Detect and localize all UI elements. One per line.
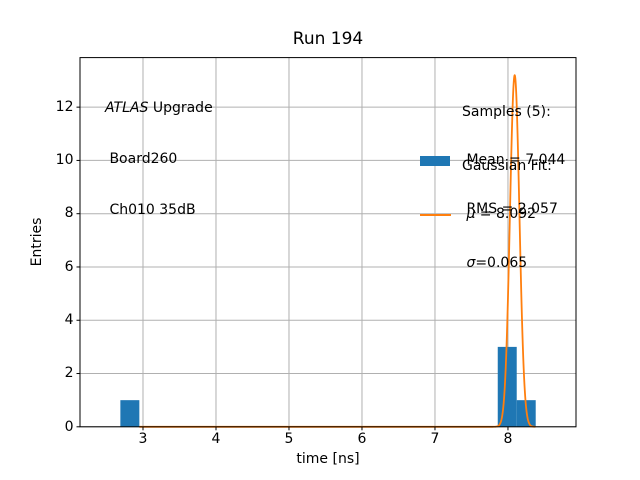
annotation-upgrade: Upgrade [148,100,213,116]
x-tick-label: 4 [211,431,221,447]
sigma-value: =0.065 [475,255,528,272]
annotation-atlas: ATLAS [105,100,149,116]
histogram-bar [497,346,517,427]
y-tick-label: 8 [64,205,74,222]
legend-text-fit: Gaussian Fit: μ = 8.092 σ=0.065 [462,125,552,304]
x-tick-label: 3 [138,431,148,447]
y-tick-label: 0 [64,418,74,435]
legend-samples-rms: RMS = 2.057 [462,201,558,218]
legend-handle-samples [420,71,451,250]
histogram-swatch-icon [420,155,450,166]
x-axis-label: time [ns] [296,451,360,467]
annotation-line-2: Board260 [105,151,178,167]
chart-title: Run 194 [292,29,364,49]
legend-fit-header: Gaussian Fit: [462,157,552,174]
fit-line-swatch-icon [420,213,451,216]
legend-entry-samples: Samples (5): Mean = 7.044 RMS = 2.057 [420,71,565,250]
legend-samples-header: Samples (5): [462,103,551,120]
x-tick-label: 8 [503,431,513,447]
y-tick-label: 12 [55,98,74,115]
axes-spines [79,57,577,428]
mu-symbol: μ [462,206,476,223]
sigma-symbol: σ [462,255,476,272]
y-tick-label: 2 [64,365,74,382]
legend-text-samples: Samples (5): Mean = 7.044 RMS = 2.057 [462,71,565,250]
x-tick-label: 6 [357,431,367,447]
y-tick-label: 4 [64,312,74,329]
legend-handle-fit [420,125,451,304]
annotation-line-3: Ch010 35dB [105,202,196,218]
legend-fit-sigma: σ=0.065 [462,255,552,271]
y-tick-label: 10 [55,152,74,169]
mu-value: = 8.092 [475,206,537,223]
legend-entry-fit: Gaussian Fit: μ = 8.092 σ=0.065 [420,125,552,304]
annotation-text: ATLAS Upgrade Board260 Ch010 35dB [105,66,213,253]
histogram-bar [120,400,140,427]
legend-fit-mu: μ = 8.092 [462,206,552,222]
x-tick-label: 7 [430,431,440,447]
x-tick-label: 5 [284,431,294,447]
legend-samples-mean: Mean = 7.044 [462,152,566,169]
annotation-line-1: ATLAS Upgrade [105,100,213,117]
y-tick-label: 6 [64,258,74,275]
